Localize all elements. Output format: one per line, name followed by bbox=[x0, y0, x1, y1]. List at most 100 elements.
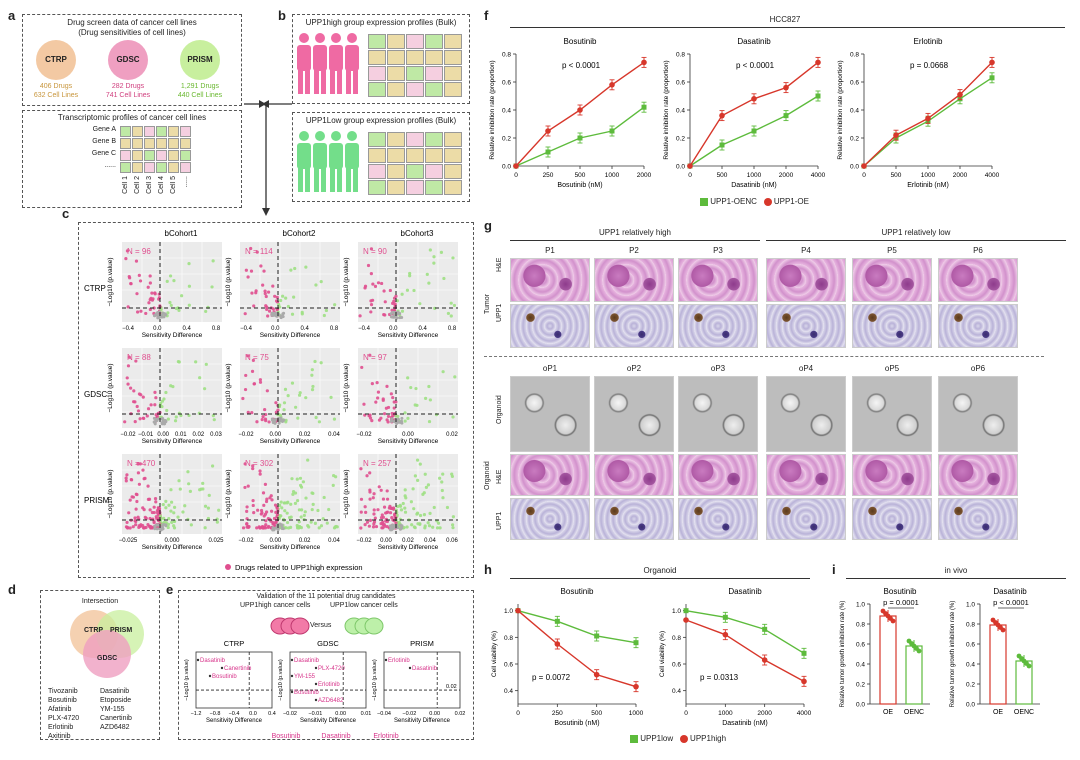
data-point bbox=[554, 641, 561, 647]
drug-name: Tivozanib bbox=[48, 688, 78, 695]
volcano-point-other bbox=[423, 526, 427, 530]
volcano-bg bbox=[358, 242, 458, 322]
volcano-point-high bbox=[133, 516, 137, 520]
volcano-point-high bbox=[243, 485, 247, 490]
volcano-point-other bbox=[411, 487, 415, 491]
x-tick: 0 bbox=[862, 172, 866, 179]
data-point bbox=[989, 75, 995, 81]
volcano-point-high bbox=[134, 259, 139, 263]
cell-label: Cell 5 bbox=[170, 176, 177, 194]
volcano-point-ns bbox=[156, 311, 160, 315]
x-tick: 0.4 bbox=[418, 326, 427, 332]
x-tick: 0.0 bbox=[249, 711, 257, 717]
volcano-point-high bbox=[376, 390, 381, 394]
organoid-label: oP6 bbox=[970, 364, 986, 373]
volcano-point-high bbox=[243, 462, 247, 466]
volcano-point-ns bbox=[274, 312, 278, 316]
volcano-point-high bbox=[366, 263, 371, 268]
volcano-point-other bbox=[423, 472, 427, 476]
volcano-point-other bbox=[333, 303, 337, 307]
volcano-point-other bbox=[203, 387, 207, 391]
row-label-gdsc: GDSC bbox=[84, 390, 107, 399]
volcano-point-ns bbox=[156, 417, 160, 421]
volcano-point-high bbox=[381, 397, 385, 401]
panel-a-expression-grid bbox=[120, 126, 196, 174]
panel-h-legend: UPP1low UPP1high bbox=[630, 734, 726, 743]
volcano-point-high bbox=[251, 467, 255, 471]
y-label: Relative tumor growth inhibition rate (%… bbox=[950, 601, 956, 708]
x-tick: 0.04 bbox=[424, 538, 436, 544]
volcano-point-high bbox=[359, 510, 363, 514]
volcano-point-high bbox=[125, 520, 129, 525]
volcano-point-high bbox=[359, 526, 363, 530]
volcano-point-high bbox=[246, 410, 250, 414]
volcano-point-high bbox=[142, 477, 146, 481]
volcano-point-other bbox=[211, 259, 215, 263]
volcano-point-other bbox=[319, 361, 323, 365]
x-tick: 2000 bbox=[637, 172, 652, 179]
volcano-point-other bbox=[322, 313, 326, 318]
x-tick: −0.01 bbox=[138, 432, 154, 438]
volcano-point-other bbox=[400, 309, 405, 313]
p-value: p < 0.0001 bbox=[736, 61, 775, 70]
volcano-point-other bbox=[189, 523, 193, 527]
data-point bbox=[683, 608, 689, 614]
person-leg bbox=[321, 168, 326, 192]
person-leg bbox=[337, 70, 342, 94]
panel-g-low: UPP1 relatively low bbox=[881, 228, 951, 237]
volcano-point-high bbox=[146, 484, 150, 488]
organoid-image bbox=[852, 376, 932, 452]
validation-frame bbox=[195, 651, 273, 709]
person-leg bbox=[314, 70, 319, 94]
volcano-point-other bbox=[183, 504, 187, 508]
panel-d-drug-list-left: Tivozanib Bosutinib Afatinib PLX-4720 Erloti… bbox=[48, 687, 79, 741]
drug-name: AZD6482 bbox=[100, 724, 130, 731]
panel-e-cell-icons bbox=[270, 617, 384, 635]
volcano-point-high bbox=[254, 291, 258, 295]
volcano-point-high bbox=[246, 484, 250, 488]
x-tick: −0.02 bbox=[356, 432, 372, 438]
x-tick: 0.00 bbox=[402, 432, 414, 438]
volcano-point-high bbox=[385, 519, 390, 524]
n-value: N = 97 bbox=[363, 353, 387, 362]
expression-cell bbox=[156, 162, 167, 173]
expression-cell bbox=[444, 148, 462, 163]
organoid-he-image bbox=[766, 454, 846, 496]
expression-cell bbox=[406, 132, 424, 147]
volcano-point-other bbox=[306, 458, 310, 462]
volcano-point-high bbox=[141, 468, 145, 472]
volcano-point-ns bbox=[280, 419, 284, 423]
volcano-point-other bbox=[400, 292, 404, 296]
volcano-point-high bbox=[144, 525, 148, 530]
y-tick: 0.0 bbox=[966, 702, 975, 709]
data-point bbox=[683, 617, 689, 623]
volcano-point-other bbox=[399, 508, 404, 512]
data-point bbox=[641, 59, 647, 66]
gene-label: ...... bbox=[104, 162, 116, 169]
volcano-point-other bbox=[180, 294, 184, 298]
expression-cell bbox=[406, 82, 424, 97]
panel-a-genes: Gene A Gene B Gene C...... bbox=[70, 126, 120, 176]
volcano-point-ns bbox=[277, 421, 281, 425]
volcano-point-other bbox=[176, 306, 180, 310]
volcano-point-other bbox=[416, 478, 420, 482]
drug-name: Erlotinib bbox=[48, 724, 74, 731]
panel-e-box bbox=[178, 590, 474, 740]
volcano-point-other bbox=[172, 279, 176, 283]
volcano-point-other bbox=[310, 373, 314, 377]
p-value: p = 0.0668 bbox=[910, 61, 949, 70]
organoid-image bbox=[510, 376, 590, 452]
volcano-point-other bbox=[178, 487, 182, 491]
volcano-point-high bbox=[263, 289, 267, 293]
volcano-point-high bbox=[130, 478, 134, 482]
volcano-point-other bbox=[169, 303, 173, 308]
expression-cell bbox=[406, 180, 424, 195]
x-label: Dasatinib (nM) bbox=[731, 182, 777, 189]
expression-cell bbox=[180, 126, 191, 137]
volcano-point-other bbox=[441, 472, 445, 476]
volcano-point-other bbox=[428, 398, 432, 402]
volcano-point-other bbox=[313, 521, 318, 525]
validation-title: PRISM bbox=[410, 639, 434, 648]
y-tick: 0.4 bbox=[672, 688, 681, 695]
x-tick: 1000 bbox=[921, 172, 936, 179]
